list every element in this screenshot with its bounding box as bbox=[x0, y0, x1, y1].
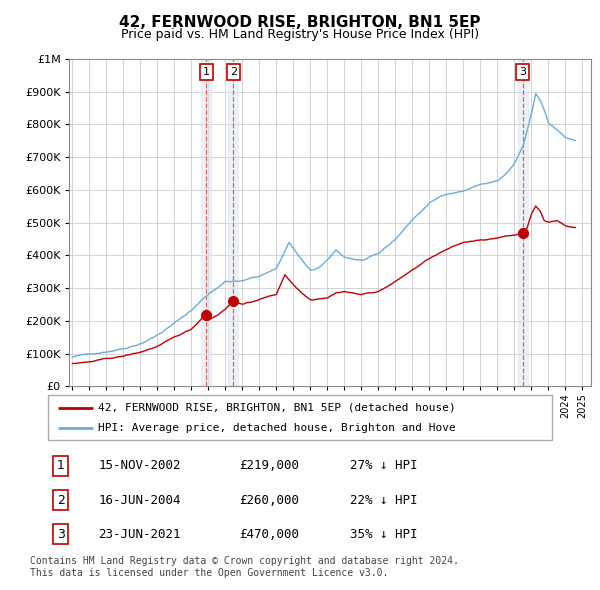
Text: 3: 3 bbox=[519, 67, 526, 77]
Text: 3: 3 bbox=[56, 527, 65, 540]
Text: £219,000: £219,000 bbox=[239, 460, 299, 473]
Text: 23-JUN-2021: 23-JUN-2021 bbox=[98, 527, 181, 540]
Bar bbox=[228, 59, 238, 386]
Bar bbox=[201, 59, 211, 386]
Text: £470,000: £470,000 bbox=[239, 527, 299, 540]
Text: £260,000: £260,000 bbox=[239, 493, 299, 507]
Text: 2: 2 bbox=[230, 67, 237, 77]
Text: 42, FERNWOOD RISE, BRIGHTON, BN1 5EP (detached house): 42, FERNWOOD RISE, BRIGHTON, BN1 5EP (de… bbox=[98, 403, 456, 412]
Bar bbox=[518, 59, 528, 386]
Text: 42, FERNWOOD RISE, BRIGHTON, BN1 5EP: 42, FERNWOOD RISE, BRIGHTON, BN1 5EP bbox=[119, 15, 481, 30]
Text: 16-JUN-2004: 16-JUN-2004 bbox=[98, 493, 181, 507]
Text: 2: 2 bbox=[56, 493, 65, 507]
Text: 1: 1 bbox=[203, 67, 210, 77]
Text: Price paid vs. HM Land Registry's House Price Index (HPI): Price paid vs. HM Land Registry's House … bbox=[121, 28, 479, 41]
Text: 1: 1 bbox=[56, 460, 65, 473]
Text: 22% ↓ HPI: 22% ↓ HPI bbox=[350, 493, 418, 507]
Text: HPI: Average price, detached house, Brighton and Hove: HPI: Average price, detached house, Brig… bbox=[98, 424, 456, 434]
Text: 15-NOV-2002: 15-NOV-2002 bbox=[98, 460, 181, 473]
Text: Contains HM Land Registry data © Crown copyright and database right 2024.
This d: Contains HM Land Registry data © Crown c… bbox=[30, 556, 459, 578]
Text: 35% ↓ HPI: 35% ↓ HPI bbox=[350, 527, 418, 540]
Text: 27% ↓ HPI: 27% ↓ HPI bbox=[350, 460, 418, 473]
